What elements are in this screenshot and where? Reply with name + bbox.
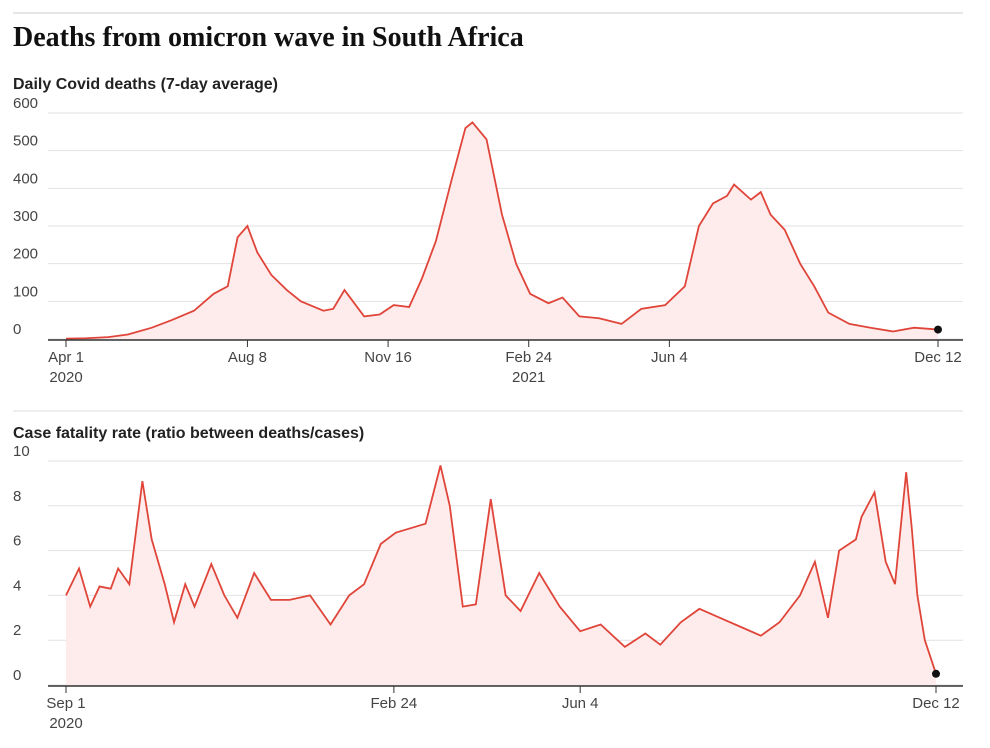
area	[66, 465, 936, 685]
x-tick-label: Dec 12	[912, 695, 960, 712]
chart-subtitle: Case fatality rate (ratio between deaths…	[13, 425, 364, 442]
y-tick-label: 400	[13, 170, 38, 187]
line	[65, 121, 939, 340]
y-tick-label: 200	[13, 246, 38, 263]
y-tick-label: 4	[13, 577, 21, 594]
y-tick-label: 300	[13, 208, 38, 225]
x-tick-label: Sep 1 2020	[46, 695, 85, 732]
y-tick-label: 6	[13, 533, 21, 550]
x-tick-label: Jun 4	[651, 349, 688, 366]
x-tick-label: Nov 16	[364, 349, 412, 366]
x-tick-label: Aug 8	[228, 349, 267, 366]
y-tick-label: 2	[13, 622, 21, 639]
y-tick-label: 10	[13, 443, 30, 460]
end-dot	[932, 669, 940, 678]
y-tick-label: 0	[13, 321, 21, 338]
x-tick-label: Dec 12	[914, 349, 962, 366]
chart-subtitle: Daily Covid deaths (7-day average)	[13, 76, 278, 93]
page-title: Deaths from omicron wave in South Africa	[13, 22, 524, 53]
x-tick-label: Feb 24 2021	[505, 349, 552, 386]
y-tick-label: 600	[13, 95, 38, 112]
x-tick-label: Feb 24	[371, 695, 418, 712]
x-tick-label: Jun 4	[562, 695, 599, 712]
end-dot	[934, 325, 942, 334]
line	[65, 465, 937, 675]
y-tick-label: 100	[13, 283, 38, 300]
area	[66, 122, 938, 340]
y-tick-label: 500	[13, 133, 38, 150]
x-tick-label: Apr 1 2020	[48, 349, 84, 386]
y-tick-label: 0	[13, 667, 21, 684]
y-tick-label: 8	[13, 488, 21, 505]
